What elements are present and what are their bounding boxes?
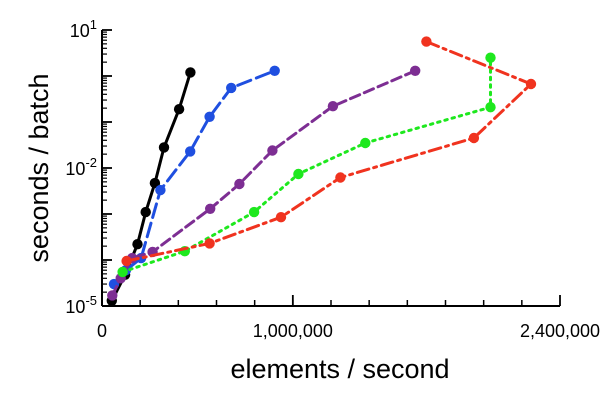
y-tick-label: 10-2 [65,155,97,179]
data-point [140,206,151,218]
series-line [121,56,492,274]
x-tick-label: 1,000,000 [253,321,333,341]
data-point [121,255,132,267]
data-point [149,177,161,189]
series-4 [121,36,537,267]
data-point [204,238,215,249]
series-line [112,69,277,286]
data-point [410,65,421,77]
series-3 [117,52,496,278]
data-point [293,168,304,180]
data-point [205,203,216,214]
data-point [158,142,170,153]
data-point [485,102,496,113]
data-point [468,132,480,144]
data-point [335,172,346,183]
data-point [173,104,185,115]
data-point [485,52,496,63]
data-point [185,67,196,78]
y-tick-label: 10-5 [65,293,97,317]
data-point [117,266,128,278]
axes: 0 1,000,000 2,400,000 10-5 10-2 101 [65,17,600,341]
series-layer [106,36,537,306]
data-point [327,101,339,112]
data-point [275,212,287,223]
data-point [107,290,118,301]
data-point [267,145,278,156]
data-point [421,36,432,47]
data-point [248,206,260,218]
data-point [226,82,237,94]
x-tick-label: 2,400,000 [520,321,600,341]
data-point [525,78,537,90]
data-point [132,239,143,250]
y-axis-title: seconds / batch [24,73,54,262]
data-point [155,184,166,196]
data-point [185,146,196,157]
x-axis-title: elements / second [230,354,449,384]
data-point [234,178,245,190]
x-tick-label: 0 [97,321,107,341]
data-point [204,111,215,123]
data-point [269,65,280,77]
data-point [360,137,371,149]
y-tick-label: 101 [70,17,97,41]
